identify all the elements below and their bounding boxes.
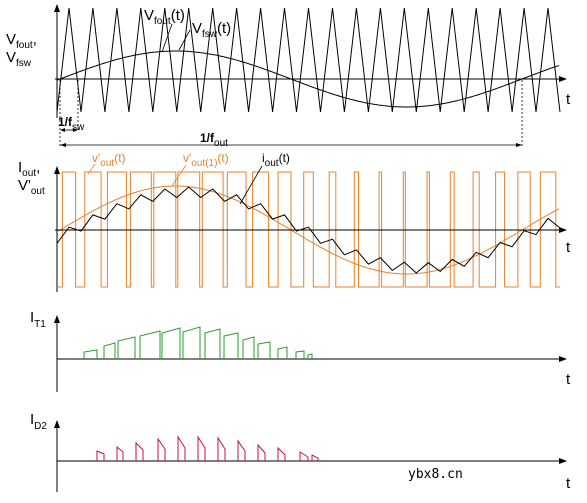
label-vout: v'out(t) — [92, 151, 126, 169]
panel3-axis-t: t — [566, 371, 571, 388]
panel1-ylabel-line2: Vfsw — [6, 49, 32, 69]
pwm-output-voltage — [57, 171, 560, 288]
panel4-x-arrow — [559, 458, 567, 464]
watermark: ybx8.cn — [408, 467, 463, 482]
leader-vout1 — [171, 164, 187, 187]
output-current-ripple — [56, 186, 561, 274]
period-fout-arrowhead-left — [60, 143, 66, 147]
panel2-axis-t: t — [566, 239, 571, 256]
panel2-ylabel-line1: Iout, — [18, 159, 40, 179]
label-vout1: v'out(1)(t) — [183, 151, 229, 169]
period-fsw-arrowhead-right — [73, 128, 78, 132]
panel-transistor-current: IT1 t — [30, 309, 571, 392]
modulating-sine-wave — [56, 50, 560, 108]
label-vfout: Vfout(t) — [144, 7, 185, 27]
carrier-triangle-wave — [56, 7, 561, 113]
label-vfsw: Vfsw(t) — [192, 20, 231, 40]
panel4-axis-t: t — [566, 475, 571, 492]
transistor-current-pulses — [83, 326, 313, 359]
panel2-ylabel-line2: V'out — [18, 177, 45, 197]
leader-vfsw — [178, 29, 191, 51]
panel-output-waveforms: Iout, V'out v'out(t) v'out(1)(t) iout(t)… — [18, 151, 571, 292]
panel4-y-arrow — [54, 420, 60, 428]
label-iout: iout(t) — [262, 151, 290, 169]
period-fsw-label: 1/fsw — [58, 115, 85, 133]
panel1-ylabel-line1: Vfout, — [6, 31, 37, 51]
leader-vout — [87, 163, 96, 175]
panel2-x-arrow — [559, 227, 567, 233]
diode-current-pulses — [96, 435, 319, 461]
panel1-axis-t: t — [566, 91, 571, 108]
panel2-y-arrow — [54, 166, 60, 174]
period-fout-label: 1/fout — [200, 131, 228, 149]
panel1-x-arrow — [559, 76, 567, 82]
panel1-y-arrow — [54, 4, 60, 12]
period-fout-arrowhead-right — [516, 143, 522, 147]
panel3-ylabel: IT1 — [30, 309, 46, 330]
leader-vfout — [161, 23, 173, 53]
period-fsw-arrowhead-left — [60, 128, 65, 132]
panel4-ylabel: ID2 — [30, 411, 47, 432]
fundamental-output-voltage — [56, 185, 560, 275]
panel3-x-arrow — [559, 356, 567, 362]
panel3-y-arrow — [54, 315, 60, 323]
leader-iout — [239, 165, 263, 205]
panel-carrier-modulation: Vfout, Vfsw Vfout(t) Vfsw(t) t 1/fsw 1/f… — [6, 4, 571, 149]
panel-diode-current: ID2 t ybx8.cn — [30, 411, 571, 492]
